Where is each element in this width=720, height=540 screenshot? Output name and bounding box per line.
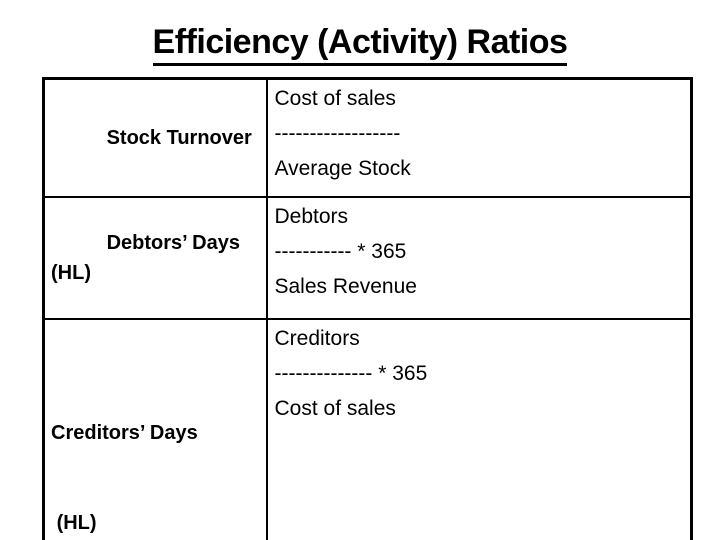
formula-cell: Creditors -------------- * 365 Cost of s…: [265, 318, 693, 540]
formula-divider: ------------------: [274, 122, 401, 145]
ratio-label-line2: (HL): [51, 512, 97, 534]
table-row-stock-turnover: Stock Turnover Cost of sales -----------…: [42, 77, 693, 198]
table-row-debtors-days: Debtors’ Days (HL) Debtors ----------- *…: [42, 196, 693, 320]
ratio-label: Stock Turnover: [106, 127, 252, 149]
formula-cell: Cost of sales ------------------ Average…: [265, 77, 693, 198]
page-title: Efficiency (Activity) Ratios: [0, 22, 720, 66]
ratio-label: Creditors’ Days: [51, 422, 198, 444]
ratio-label: Debtors’ Days (HL): [51, 232, 246, 284]
formula-cell: Debtors ----------- * 365 Sales Revenue: [265, 196, 693, 320]
formula-denominator: Sales Revenue: [274, 275, 417, 298]
ratio-name-cell: Creditors’ Days (HL): [42, 318, 268, 540]
formula-denominator: Average Stock: [274, 157, 411, 180]
ratio-name-cell: Debtors’ Days (HL): [42, 196, 268, 320]
formula-numerator: Cost of sales: [274, 87, 396, 110]
page-title-text: Efficiency (Activity) Ratios: [152, 22, 568, 66]
table-row-creditors-days: Creditors’ Days (HL) Creditors ---------…: [42, 318, 693, 540]
formula-denominator: Cost of sales: [274, 397, 396, 420]
ratios-table: Stock Turnover Cost of sales -----------…: [42, 77, 693, 540]
formula-divider: ----------- * 365: [274, 240, 407, 263]
formula-divider: -------------- * 365: [274, 362, 428, 385]
formula-numerator: Creditors: [274, 327, 360, 350]
formula-numerator: Debtors: [274, 205, 349, 228]
ratio-name-cell: Stock Turnover: [42, 77, 268, 198]
